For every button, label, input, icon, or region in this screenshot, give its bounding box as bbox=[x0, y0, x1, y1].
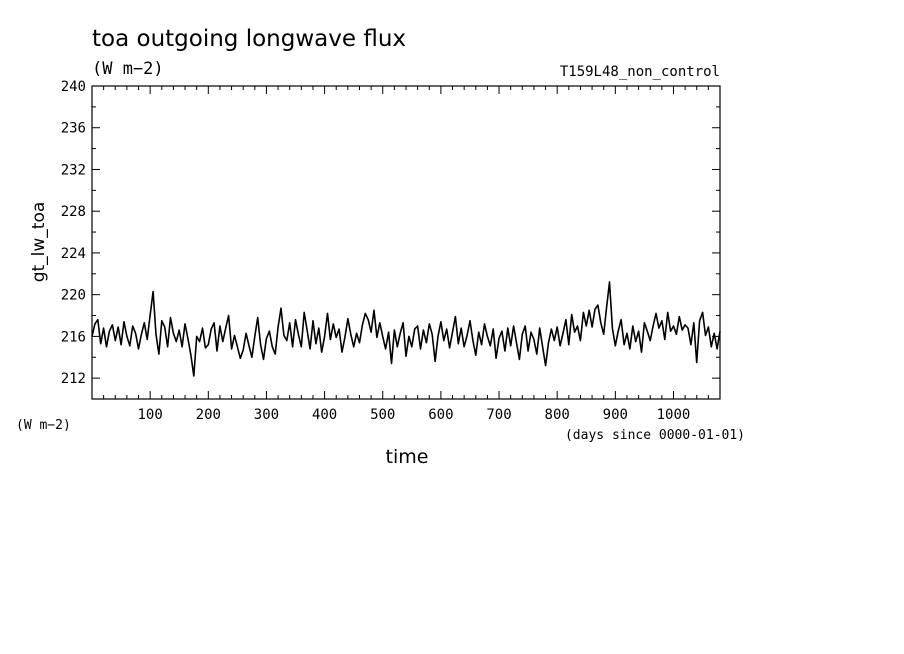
x-tick-label: 900 bbox=[603, 407, 628, 423]
x-tick-label: 700 bbox=[486, 407, 511, 423]
x-tick-label: 800 bbox=[545, 407, 570, 423]
y-axis-label: gt_lw_toa bbox=[29, 202, 49, 283]
run-label: T159L48_non_control bbox=[560, 64, 720, 80]
y-tick-label: 228 bbox=[61, 204, 86, 220]
x-axis-label: time bbox=[386, 446, 429, 468]
y-tick-label: 220 bbox=[61, 288, 86, 304]
x-tick-label: 400 bbox=[312, 407, 337, 423]
x-axis-unit: (days since 0000-01-01) bbox=[565, 428, 745, 443]
series-line bbox=[91, 281, 721, 377]
title-unit: (W m−2) bbox=[92, 59, 164, 79]
y-tick-label: 224 bbox=[61, 246, 86, 262]
axis-tick-labels: 100 200 300 400 500 600 700 800 900 1000 240 236 232… bbox=[61, 79, 691, 423]
x-tick-label: 500 bbox=[370, 407, 395, 423]
y-tick-label: 240 bbox=[61, 79, 86, 95]
x-tick-label: 600 bbox=[428, 407, 453, 423]
x-tick-label: 200 bbox=[196, 407, 221, 423]
axis-ticks bbox=[92, 85, 720, 399]
x-tick-label: 300 bbox=[254, 407, 279, 423]
y-axis-unit: (W m−2) bbox=[16, 418, 71, 433]
x-tick-label: 1000 bbox=[657, 407, 691, 423]
chart-title: toa outgoing longwave flux bbox=[92, 26, 406, 52]
y-tick-label: 212 bbox=[61, 371, 86, 387]
y-tick-label: 216 bbox=[61, 329, 86, 345]
y-tick-label: 236 bbox=[61, 121, 86, 137]
x-tick-label: 100 bbox=[137, 407, 162, 423]
y-tick-label: 232 bbox=[61, 162, 86, 178]
